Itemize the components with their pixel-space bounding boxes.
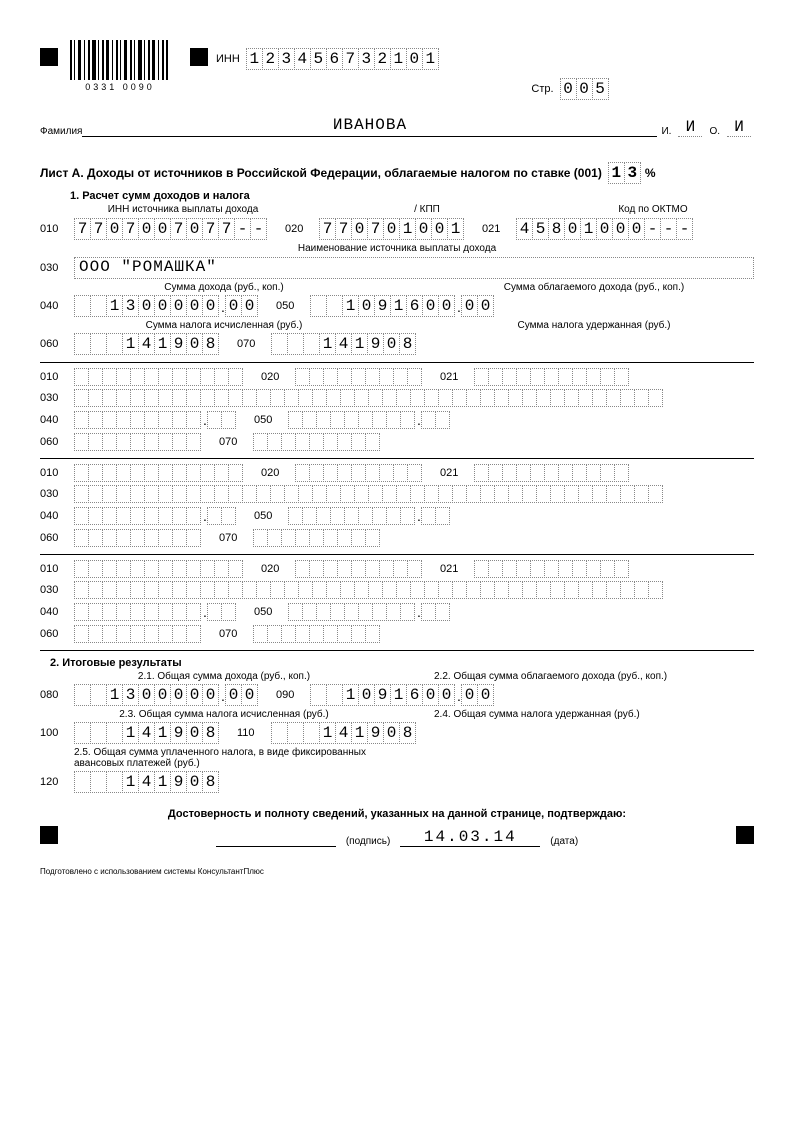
- pct-sign: %: [645, 166, 656, 180]
- confirm-text: Достоверность и полноту сведений, указан…: [40, 808, 754, 820]
- surname-label: Фамилия: [40, 126, 82, 137]
- page-label: Стр.: [531, 83, 553, 95]
- barcode-text: 0331 0090: [70, 82, 170, 92]
- content: Лист А. Доходы от источников в Российско…: [40, 40, 754, 876]
- sign-line: [216, 846, 336, 847]
- page: 0331 0090 ИНН 123456732101 Стр. 005 Фами…: [0, 0, 794, 896]
- credit-text: Подготовлено с использованием системы Ко…: [40, 867, 754, 876]
- section1-label: 1. Расчет сумм доходов и налога: [70, 190, 754, 202]
- sign-row: (подпись) 14.03.14 (дата): [40, 828, 754, 847]
- date-value: 14.03.14: [400, 828, 540, 847]
- name-row: Фамилия ИВАНОВА И. И О. И: [40, 116, 754, 137]
- marker-br: [736, 826, 754, 844]
- initial-o: И: [727, 118, 751, 137]
- marker-tl: [40, 48, 58, 66]
- date-label: (дата): [550, 836, 578, 847]
- o-label: О.: [709, 126, 720, 137]
- rate-field: 13: [608, 162, 641, 184]
- totals-area: 2.1. Общая сумма дохода (руб., коп.) 2.2…: [40, 671, 754, 794]
- income-blocks: ИНН источника выплаты дохода / КПП Код п…: [40, 204, 754, 651]
- initial-i: И: [678, 118, 702, 137]
- surname-value: ИВАНОВА: [82, 116, 657, 137]
- section2-label: 2. Итоговые результаты: [50, 657, 754, 669]
- inn-field: 123456732101: [246, 48, 439, 70]
- sign-label: (подпись): [346, 836, 390, 847]
- sheet-title: Лист А. Доходы от источников в Российско…: [40, 162, 754, 184]
- page-field: 005: [560, 78, 609, 100]
- i-label: И.: [661, 126, 671, 137]
- title-text: Лист А. Доходы от источников в Российско…: [40, 166, 602, 180]
- barcode: 0331 0090: [70, 40, 170, 92]
- inn-label: ИНН: [216, 53, 240, 65]
- header: ИНН 123456732101 Стр. 005: [216, 48, 754, 100]
- marker-bl: [40, 826, 58, 844]
- marker-tr: [190, 48, 208, 66]
